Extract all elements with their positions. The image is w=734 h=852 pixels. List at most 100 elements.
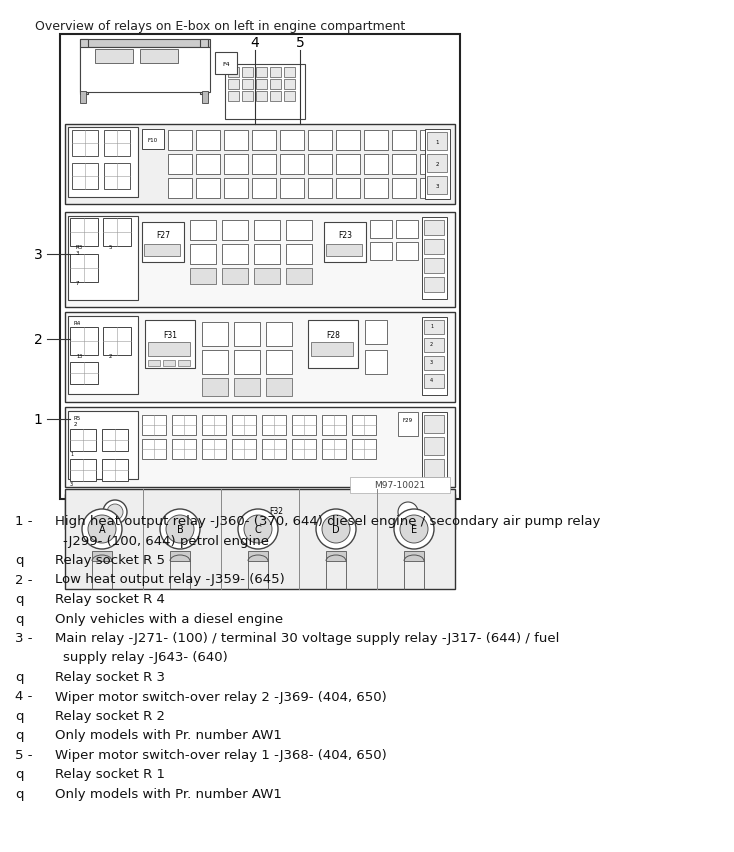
Circle shape bbox=[160, 509, 200, 550]
Bar bbox=[168, 155, 192, 175]
Bar bbox=[424, 416, 444, 434]
Circle shape bbox=[166, 515, 194, 544]
Bar bbox=[326, 245, 362, 256]
Bar bbox=[196, 179, 220, 199]
Bar bbox=[308, 131, 332, 151]
Text: 1: 1 bbox=[430, 324, 433, 329]
Text: Relay socket R 4: Relay socket R 4 bbox=[55, 592, 165, 605]
Bar bbox=[228, 80, 239, 90]
Circle shape bbox=[82, 509, 122, 550]
Bar bbox=[311, 343, 353, 357]
Bar bbox=[228, 92, 239, 102]
Bar bbox=[80, 48, 210, 93]
Bar bbox=[225, 65, 305, 120]
Bar bbox=[404, 551, 424, 561]
Bar bbox=[420, 179, 444, 199]
Bar bbox=[424, 239, 444, 255]
Bar bbox=[252, 131, 276, 151]
Bar bbox=[234, 378, 260, 396]
Text: Relay socket R 3: Relay socket R 3 bbox=[55, 671, 165, 683]
Bar bbox=[234, 350, 260, 375]
Bar bbox=[68, 412, 138, 480]
Bar bbox=[364, 131, 388, 151]
Bar bbox=[254, 221, 280, 241]
Bar bbox=[168, 131, 192, 151]
Bar bbox=[202, 92, 208, 104]
Bar bbox=[427, 177, 447, 195]
Bar bbox=[286, 245, 312, 265]
Text: q: q bbox=[15, 728, 23, 741]
Bar bbox=[322, 440, 346, 459]
Bar bbox=[168, 179, 192, 199]
Text: q: q bbox=[15, 671, 23, 683]
Circle shape bbox=[107, 504, 123, 521]
Bar bbox=[80, 92, 86, 104]
Text: Low heat output relay -J359- (645): Low heat output relay -J359- (645) bbox=[55, 573, 285, 586]
Bar bbox=[427, 133, 447, 151]
Bar bbox=[370, 221, 392, 239]
Bar bbox=[70, 328, 98, 355]
Text: F28: F28 bbox=[326, 330, 340, 339]
Text: F32: F32 bbox=[269, 507, 283, 516]
Text: 3: 3 bbox=[76, 250, 79, 256]
Bar bbox=[256, 68, 267, 78]
Bar bbox=[68, 216, 138, 301]
Text: 4 -: 4 - bbox=[15, 689, 32, 703]
Text: 13: 13 bbox=[76, 353, 82, 358]
Bar bbox=[202, 378, 228, 396]
Bar bbox=[215, 53, 237, 75]
Bar bbox=[242, 68, 253, 78]
Text: Relay socket R 1: Relay socket R 1 bbox=[55, 768, 165, 780]
Bar bbox=[326, 551, 346, 561]
Bar bbox=[142, 440, 166, 459]
Bar bbox=[270, 92, 281, 102]
Bar bbox=[234, 323, 260, 347]
Bar bbox=[70, 219, 98, 247]
Bar bbox=[163, 360, 175, 366]
Bar bbox=[324, 222, 366, 262]
Bar bbox=[284, 68, 295, 78]
Bar bbox=[336, 155, 360, 175]
Bar bbox=[286, 268, 312, 285]
Bar bbox=[224, 155, 248, 175]
Text: -J299- (100, 644) petrol engine: -J299- (100, 644) petrol engine bbox=[63, 534, 269, 547]
Bar bbox=[262, 440, 286, 459]
Circle shape bbox=[316, 509, 356, 550]
Bar bbox=[222, 245, 248, 265]
Bar bbox=[292, 440, 316, 459]
Bar bbox=[145, 320, 195, 369]
Bar bbox=[70, 459, 96, 481]
Text: 3: 3 bbox=[435, 183, 439, 188]
Bar bbox=[68, 317, 138, 394]
Bar bbox=[224, 131, 248, 151]
Bar bbox=[424, 459, 444, 477]
Text: 1: 1 bbox=[70, 452, 73, 457]
Text: Only models with Pr. number AW1: Only models with Pr. number AW1 bbox=[55, 728, 282, 741]
Bar bbox=[242, 92, 253, 102]
Bar bbox=[284, 92, 295, 102]
Bar bbox=[424, 338, 444, 353]
Text: F10: F10 bbox=[148, 137, 158, 142]
Bar bbox=[140, 50, 178, 64]
Text: A: A bbox=[98, 524, 105, 534]
Bar bbox=[202, 440, 226, 459]
Text: F29: F29 bbox=[403, 417, 413, 422]
Bar bbox=[370, 243, 392, 261]
Bar bbox=[425, 130, 450, 199]
Text: Relay socket R 2: Relay socket R 2 bbox=[55, 709, 165, 722]
Bar bbox=[392, 155, 416, 175]
Bar bbox=[280, 131, 304, 151]
Bar bbox=[222, 268, 248, 285]
Bar bbox=[222, 221, 248, 241]
Bar bbox=[70, 363, 98, 384]
Bar bbox=[65, 213, 455, 308]
Bar bbox=[148, 343, 190, 357]
Bar bbox=[142, 416, 166, 435]
Bar bbox=[292, 416, 316, 435]
Text: 1 -: 1 - bbox=[15, 515, 32, 527]
Bar bbox=[252, 179, 276, 199]
Circle shape bbox=[244, 515, 272, 544]
Bar bbox=[424, 437, 444, 456]
Text: 2: 2 bbox=[109, 353, 112, 358]
Bar bbox=[142, 130, 164, 150]
